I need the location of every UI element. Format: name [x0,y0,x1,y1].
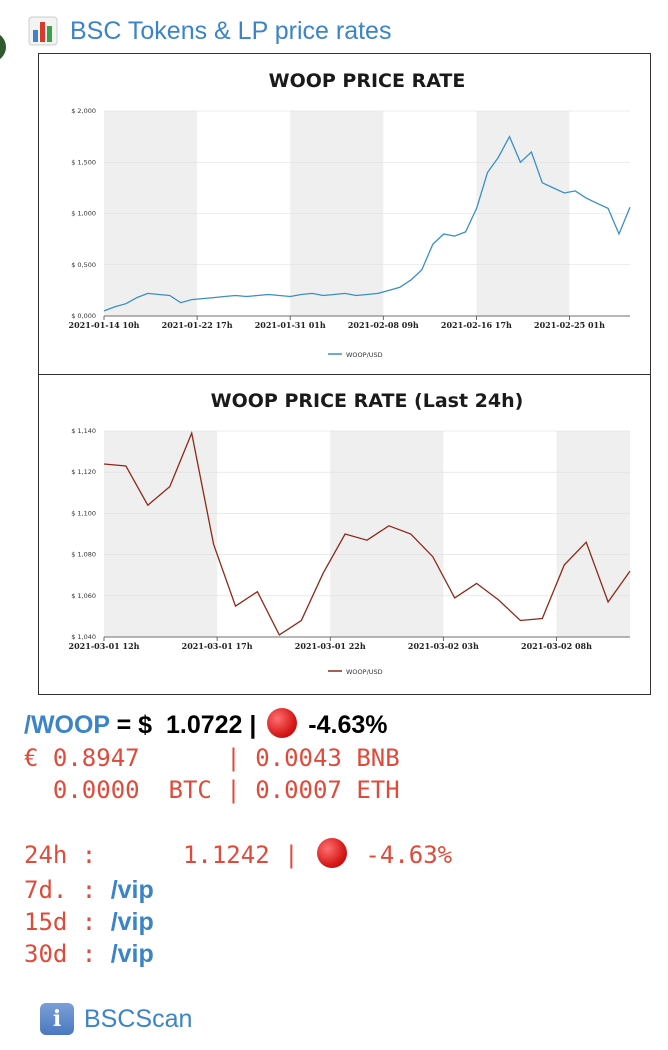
history-7d-label: 7d. : [24,876,111,904]
y-tick-label: $ 1,140 [71,427,96,435]
y-tick-label: $ 1,000 [71,210,96,218]
price-btc-eth: 0.0000 BTC | 0.0007 ETH [24,776,400,804]
avatar[interactable] [0,32,6,62]
vip-link[interactable]: /vip [110,908,154,936]
y-tick-label: $ 1,120 [71,468,96,476]
woop-24h-chart: WOOP PRICE RATE (Last 24h) $ 1,040 $ 1,060… [69,390,631,676]
bar-chart-icon [28,16,58,46]
vip-link[interactable]: /vip [110,876,154,904]
chart-band [104,431,218,637]
history-24h: 24h : 1.1242 | -4.63% [24,838,452,869]
y-tick-label: $ 1,100 [71,509,96,517]
y-tick-label: $ 2,000 [71,107,96,115]
price-change: -4.63% [301,711,388,739]
message-header: BSC Tokens & LP price rates [28,14,391,48]
x-tick-label: 2021-03-02 03h [408,641,479,651]
y-tick-label: $ 1,040 [71,633,96,641]
price-eur-bnb: € 0.8947 | 0.0043 BNB [24,744,400,772]
red-circle-icon [267,708,298,738]
series-line [103,135,631,312]
y-tick-label: $ 1,500 [71,158,96,166]
woop-price-chart: WOOP PRICE RATE $ 0,000 $ 0,500 $ 1,000 $ 1,… [69,70,631,359]
history-15d: 15d : /vip [24,908,154,937]
bscscan-link[interactable]: i BSCScan [40,1003,192,1035]
x-tick-label: 2021-03-01 17h [182,641,253,651]
x-tick-label: 2021-03-01 22h [295,641,366,651]
history-15d-label: 15d : [24,908,111,936]
bscscan-link-label[interactable]: BSCScan [84,1004,193,1033]
legend-label: WOOP/USD [346,351,383,359]
x-tick-label: 2021-01-22 17h [162,320,233,330]
history-24h-change: -4.63% [350,841,453,869]
red-circle-icon [316,838,347,868]
history-30d: 30d : /vip [24,940,154,969]
series-line [103,430,631,636]
legend-label: WOOP/USD [346,668,383,676]
x-tick-label: 2021-02-08 09h [348,320,419,330]
y-tick-label: $ 0,000 [71,312,96,320]
price-usd: 1.0722 | [165,711,264,739]
x-tick-label: 2021-02-16 17h [441,320,512,330]
chart-image[interactable]: WOOP PRICE RATE $ 0,000 $ 0,500 $ 1,000 $ 1,… [38,53,651,695]
token-command-link[interactable]: /WOOP [24,711,110,739]
chart-band [556,431,630,637]
price-eq: = $ [109,711,166,739]
x-tick-label: 2021-03-01 12h [69,641,140,651]
x-tick-label: 2021-01-31 01h [255,320,326,330]
page-title: BSC Tokens & LP price rates [70,16,392,45]
chart-band [330,431,444,637]
info-icon: i [40,1003,74,1035]
history-24h-label: 24h : 1.1242 | [24,841,313,869]
vip-link[interactable]: /vip [110,940,154,968]
x-tick-label: 2021-03-02 08h [521,641,592,651]
history-30d-label: 30d : [24,940,111,968]
x-tick-label: 2021-02-25 01h [534,320,605,330]
history-7d: 7d. : /vip [24,876,154,905]
chart-divider [39,374,650,375]
y-tick-label: $ 1,080 [71,551,96,559]
y-tick-label: $ 0,500 [71,261,96,269]
chart-title: WOOP PRICE RATE (Last 24h) [211,390,524,412]
y-tick-label: $ 1,060 [71,592,96,600]
x-tick-label: 2021-01-14 10h [69,320,140,330]
price-line: /WOOP = $ 1.0722 | -4.63% [24,708,388,740]
chart-title: WOOP PRICE RATE [269,70,466,92]
